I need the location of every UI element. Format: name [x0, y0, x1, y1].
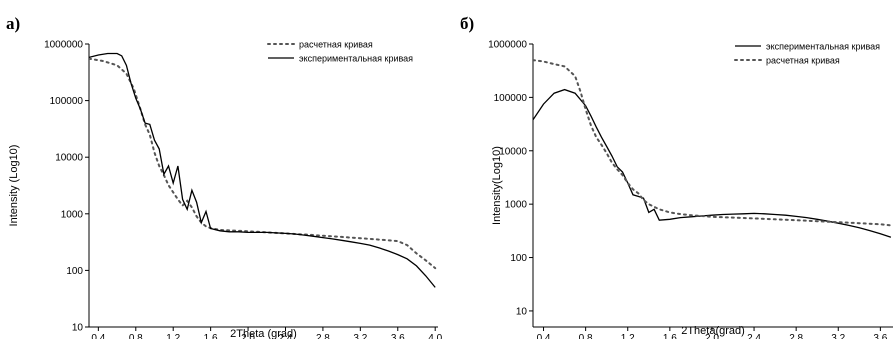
chart-panel-2: 0,4 0,8 1,2 1,6 2,0 2,4 2,8 3,2 3,6 10 100 1000 1000… [488, 40, 893, 339]
legend-label: экспериментальная кривая [766, 42, 880, 52]
x-axis-title: 2Theta(grad) [681, 325, 745, 337]
panel-label-a: а) [6, 14, 21, 33]
x-tick-label: 1,2 [621, 333, 635, 339]
y-tick-label: 1000 [61, 209, 84, 220]
y-tick-label: 100 [510, 253, 527, 264]
y-tick-label: 100000 [50, 96, 84, 107]
x-tick-label: 0,4 [537, 333, 551, 339]
x-tick-label: 1,6 [663, 333, 677, 339]
series-line-1 [533, 88, 892, 238]
y-tick-label: 1000 [505, 200, 528, 211]
y-tick-label: 100000 [494, 93, 528, 104]
y-tick-label: 1000000 [44, 40, 83, 51]
legend-label: расчетная кривая [299, 40, 373, 50]
legend-label: расчетная кривая [766, 56, 840, 66]
x-tick-label: 1,6 [204, 333, 218, 339]
series-line-2 [533, 59, 892, 227]
x-axis-title: 2Theta (grad) [230, 328, 297, 339]
x-tick-label: 0,8 [579, 333, 593, 339]
x-tick-label: 3,6 [391, 333, 405, 339]
y-tick-label: 10000 [499, 146, 527, 157]
x-tick-label: 2,0 [705, 333, 719, 339]
y-axis-title: Intensity(Log10) [491, 146, 503, 225]
legend-label: экспериментальная кривая [299, 54, 413, 64]
x-tick-label: 0,8 [129, 333, 143, 339]
series-line-2 [89, 52, 436, 288]
x-tick-label: 3,2 [353, 333, 367, 339]
series-line-1 [89, 57, 437, 270]
y-tick-label: 10 [516, 306, 528, 317]
chart-panel-1: 0,4 0,8 1,2 1,6 2,0 2,4 2,8 3,2 3,6 4,0 10 100 1000 1… [8, 40, 443, 339]
x-tick-label: 2,4 [279, 333, 293, 339]
y-tick-label: 10 [72, 323, 84, 334]
x-tick-label: 2,0 [241, 333, 255, 339]
x-tick-label: 0,4 [91, 333, 105, 339]
y-tick-label: 10000 [55, 153, 83, 164]
x-tick-label: 2,8 [789, 333, 803, 339]
x-tick-label: 2,4 [747, 333, 761, 339]
x-tick-label: 3,2 [831, 333, 845, 339]
y-tick-label: 100 [66, 266, 83, 277]
x-tick-label: 2,8 [316, 333, 330, 339]
x-tick-label: 4,0 [428, 333, 442, 339]
x-tick-label: 1,2 [166, 333, 180, 339]
y-axis-title: Intensity (Log10) [8, 145, 20, 227]
panel-label-b: б) [460, 14, 475, 33]
y-tick-label: 1000000 [488, 40, 527, 51]
x-tick-label: 3,6 [873, 333, 887, 339]
